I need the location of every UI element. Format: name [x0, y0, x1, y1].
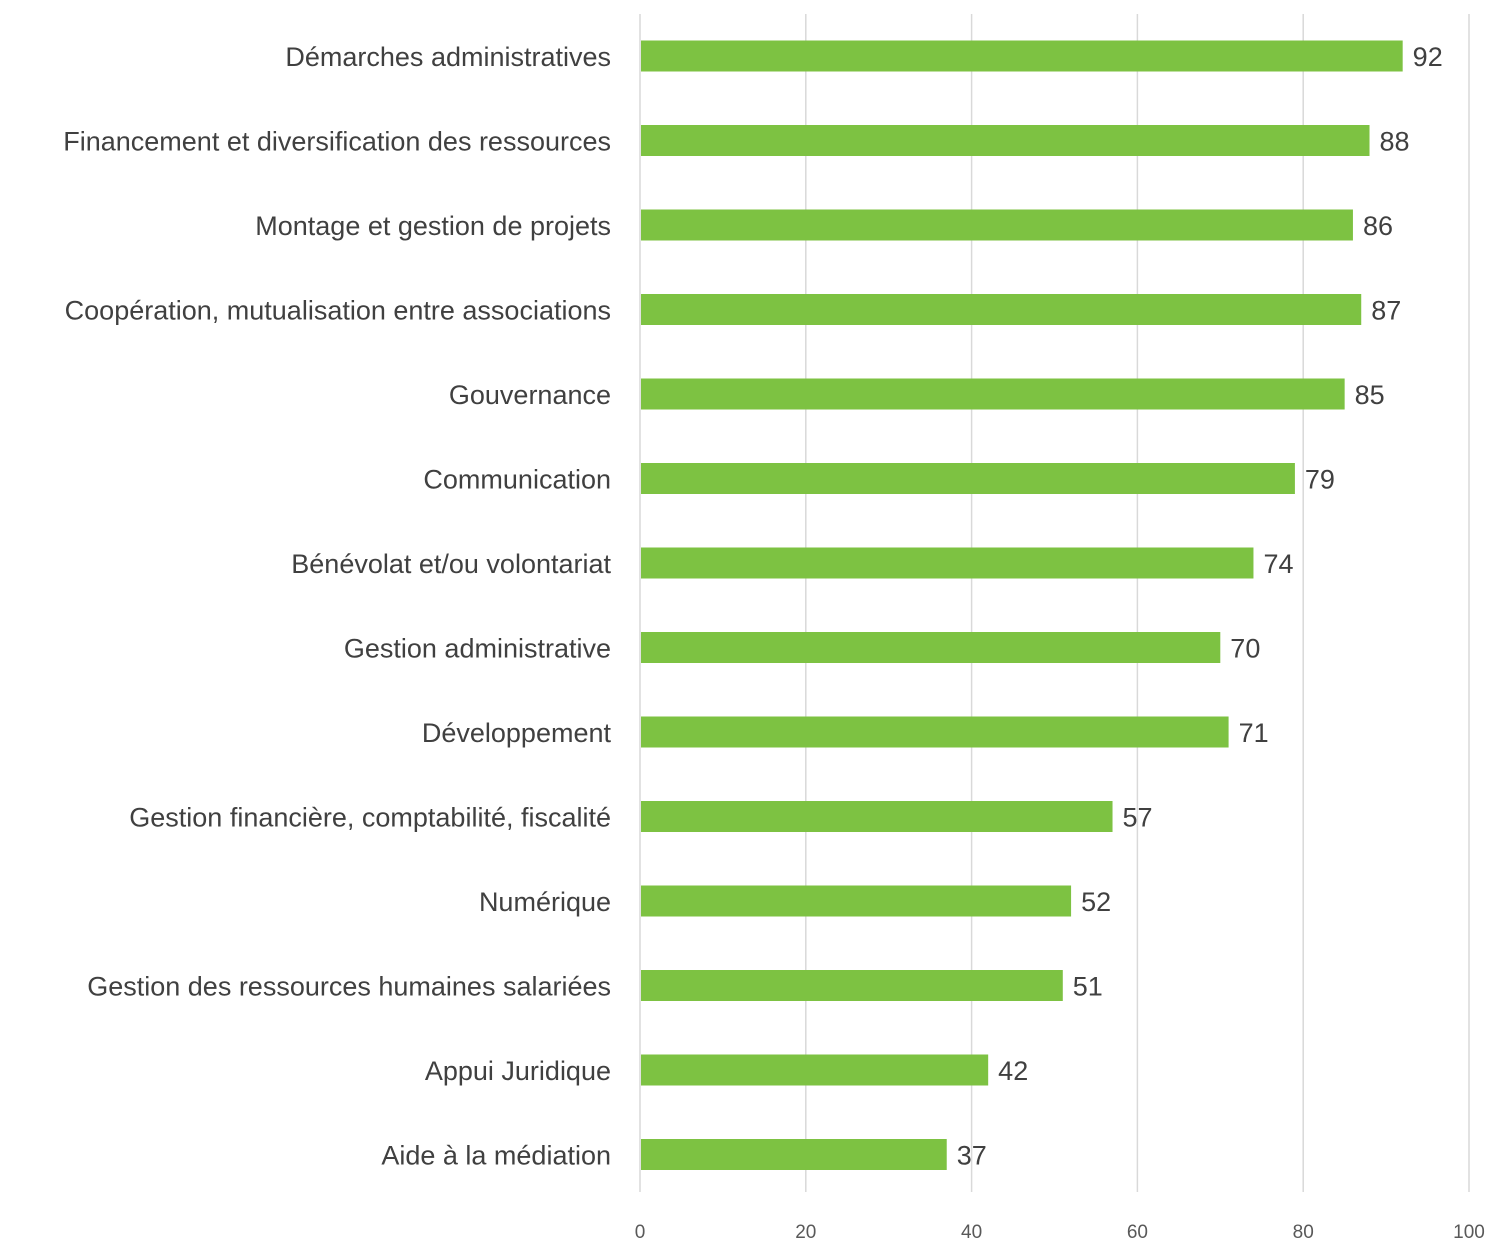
bar [641, 547, 1254, 579]
bar [641, 378, 1345, 410]
data-label: 87 [1371, 296, 1401, 326]
x-axis-tick-labels: 0 20 40 60 80 100 [635, 1222, 1485, 1243]
category-label: Montage et gestion de projets [255, 211, 611, 241]
data-label: 71 [1239, 718, 1269, 748]
x-tick-label: 40 [961, 1222, 982, 1243]
bar [641, 970, 1063, 1001]
x-tick-label: 20 [795, 1222, 816, 1243]
data-label: 88 [1380, 127, 1410, 157]
data-label: 51 [1073, 972, 1103, 1002]
bar [641, 885, 1072, 917]
data-label: 42 [998, 1056, 1028, 1086]
data-label: 85 [1355, 380, 1385, 410]
category-label: Communication [423, 465, 611, 495]
data-label: 57 [1123, 803, 1153, 833]
category-labels: Démarches administratives Financement et … [63, 42, 611, 1171]
data-label: 52 [1081, 887, 1111, 917]
category-label: Financement et diversification des resso… [63, 127, 611, 157]
bars [641, 40, 1403, 1170]
bar [641, 40, 1403, 72]
x-tick-label: 0 [635, 1222, 646, 1243]
category-label: Aide à la médiation [381, 1141, 611, 1171]
bar [641, 716, 1229, 748]
category-label: Numérique [479, 887, 611, 917]
category-label: Coopération, mutualisation entre associa… [65, 296, 611, 326]
category-label: Gestion administrative [344, 634, 611, 664]
category-label: Démarches administratives [285, 42, 611, 72]
data-label: 92 [1413, 42, 1443, 72]
x-tick-label: 60 [1127, 1222, 1148, 1243]
data-label: 86 [1363, 211, 1393, 241]
data-label: 37 [957, 1141, 987, 1171]
gridlines [639, 14, 1470, 1192]
bar [641, 125, 1370, 156]
category-label: Appui Juridique [425, 1056, 611, 1086]
category-label: Gestion des ressources humaines salariée… [87, 972, 611, 1002]
bar [641, 801, 1113, 832]
x-tick-label: 100 [1453, 1222, 1485, 1243]
bar [641, 463, 1295, 494]
data-label: 70 [1230, 634, 1260, 664]
bar [641, 632, 1221, 663]
x-tick-label: 80 [1293, 1222, 1314, 1243]
data-label: 74 [1263, 549, 1293, 579]
bar [641, 1139, 947, 1170]
category-label: Gouvernance [449, 380, 611, 410]
bar [641, 294, 1362, 325]
bar [641, 209, 1353, 241]
value-labels: 92 88 86 87 85 79 74 70 71 57 52 51 42 37 [957, 42, 1443, 1171]
bar [641, 1054, 989, 1086]
category-label: Bénévolat et/ou volontariat [291, 549, 611, 579]
data-label: 79 [1305, 465, 1335, 495]
category-label: Gestion financière, comptabilité, fiscal… [129, 803, 611, 833]
category-label: Développement [422, 718, 612, 748]
